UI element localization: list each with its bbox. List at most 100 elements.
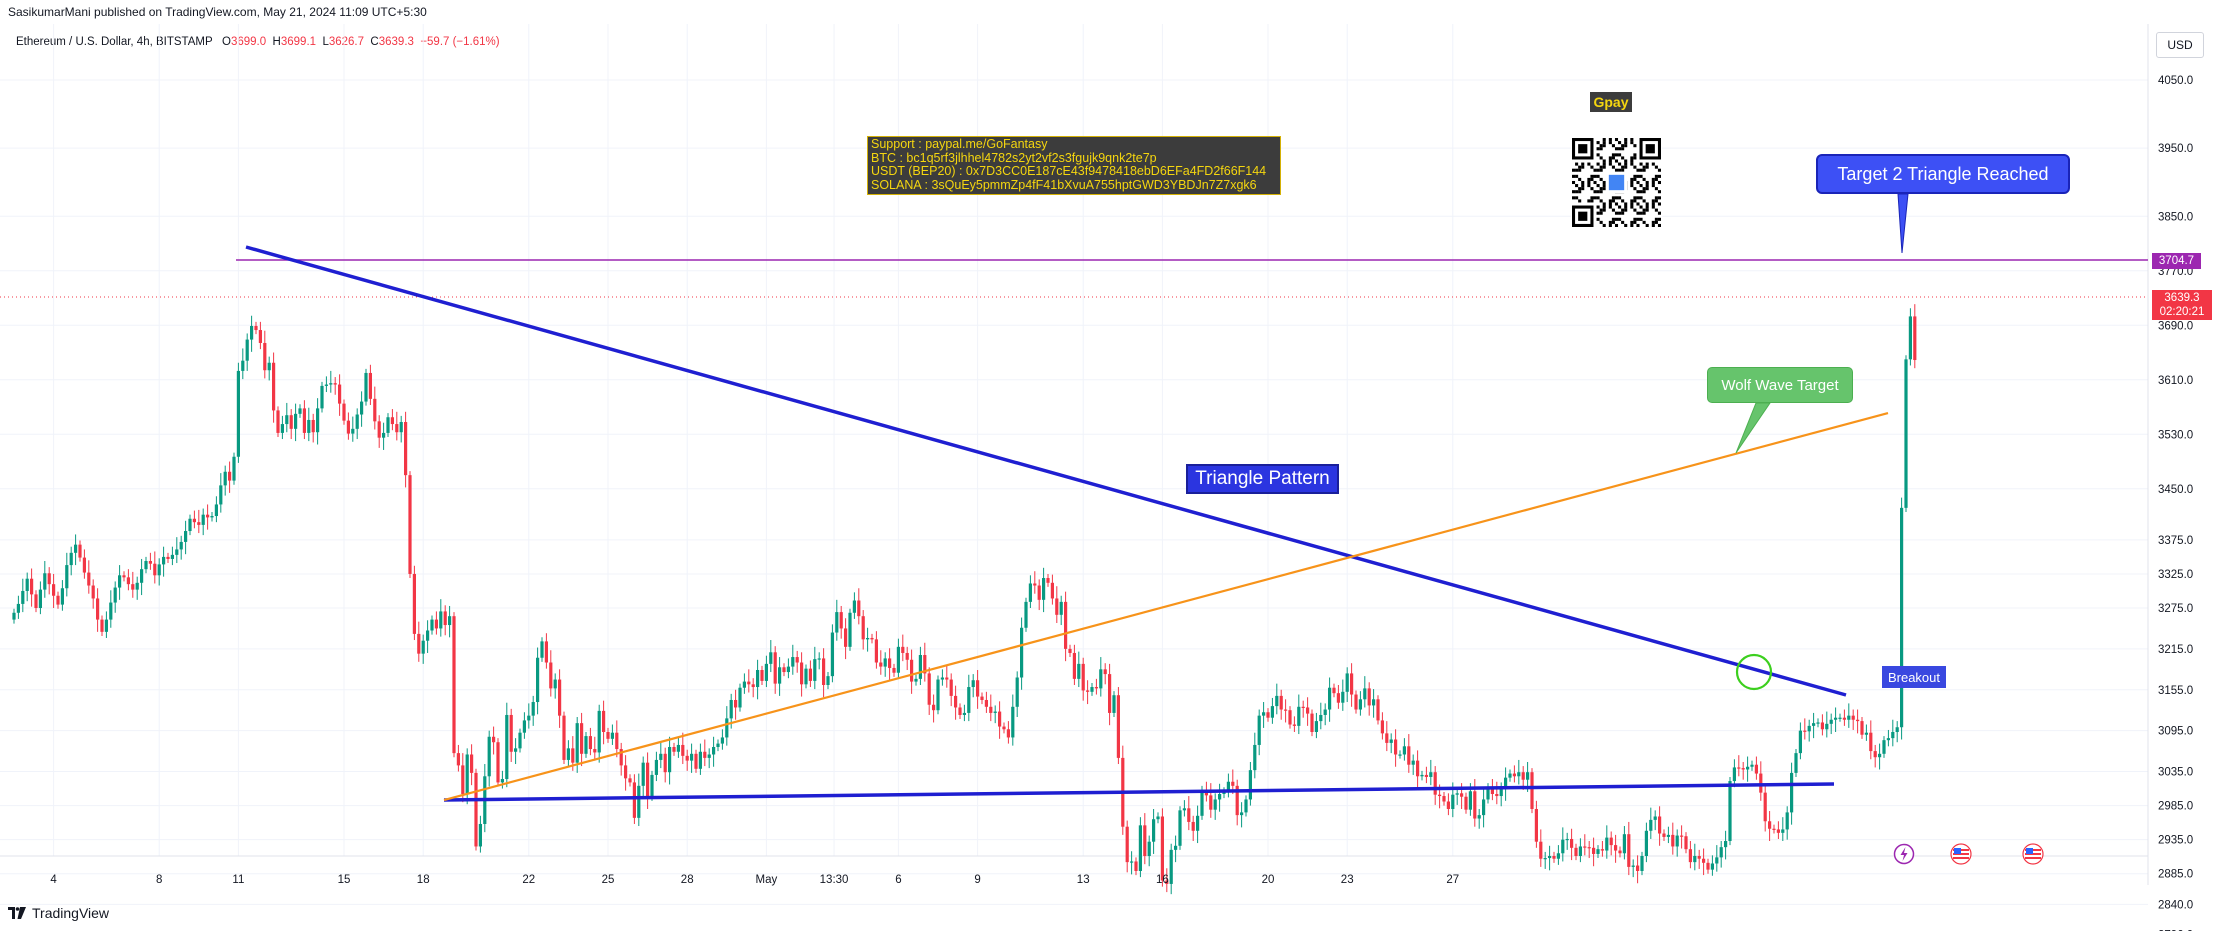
x-tick-label: 9: [974, 874, 980, 886]
x-tick-label: 27: [1446, 874, 1459, 886]
qr-module: [1621, 147, 1625, 151]
us-flag-event-icon[interactable]: [2022, 843, 2044, 865]
candle: [716, 739, 720, 752]
candle-body: [870, 637, 874, 640]
candle: [1363, 676, 1367, 708]
candle-body: [558, 679, 562, 716]
candle: [628, 774, 632, 787]
candle-body: [56, 595, 60, 605]
qr-module: [1633, 217, 1637, 221]
candle-body: [434, 619, 438, 629]
candle: [1050, 574, 1054, 605]
y-tick-label: 3155.0: [2158, 685, 2193, 697]
qr-module: [1596, 217, 1600, 221]
candle: [448, 605, 452, 638]
tradingview-logo[interactable]: TradingView: [8, 905, 109, 921]
candle-body: [1196, 815, 1200, 831]
candle: [1772, 824, 1776, 834]
candle-body: [65, 565, 69, 589]
candle-body: [104, 619, 108, 632]
candle-body: [1116, 695, 1120, 758]
candle: [426, 620, 430, 653]
candle: [1336, 684, 1340, 709]
qr-module: [1593, 190, 1597, 194]
candle: [1411, 754, 1415, 775]
qr-module: [1621, 208, 1625, 212]
candle: [12, 608, 16, 624]
candle: [1033, 571, 1037, 594]
candle: [1838, 713, 1842, 722]
candle-body: [1763, 792, 1767, 822]
candle-body: [1064, 601, 1068, 649]
us-flag-event-icon[interactable]: [1950, 843, 1972, 865]
candle: [82, 549, 86, 579]
candle: [641, 756, 645, 797]
candle-body: [1812, 723, 1816, 726]
candle-body: [580, 723, 584, 754]
candle: [1666, 826, 1670, 844]
candle-body: [1160, 816, 1164, 881]
candle-body: [747, 681, 751, 685]
currency-selector[interactable]: USD: [2156, 32, 2204, 58]
qr-module: [1645, 223, 1649, 227]
flash-event-icon[interactable]: [1893, 843, 1915, 865]
candle-body: [1424, 774, 1428, 777]
qr-module: [1572, 190, 1576, 194]
qr-module: [1639, 184, 1643, 188]
candle: [219, 473, 223, 513]
qr-module: [1578, 165, 1582, 169]
candle-body: [122, 575, 126, 578]
candle: [1680, 825, 1684, 849]
tradingview-brand: TradingView: [32, 905, 110, 921]
candle: [1768, 811, 1772, 842]
candle: [184, 520, 188, 555]
candle-body: [848, 612, 852, 647]
candle-body: [280, 424, 284, 433]
candle: [113, 581, 117, 613]
candle-body: [219, 485, 223, 505]
candle-body: [456, 753, 460, 766]
candle: [668, 736, 672, 785]
candle: [1301, 700, 1305, 718]
candle: [368, 364, 372, 405]
candle-body: [1592, 847, 1596, 854]
qr-module: [1651, 223, 1655, 227]
qr-module: [1596, 162, 1600, 166]
candle: [751, 678, 755, 698]
candle: [1090, 682, 1094, 696]
candle-body: [1574, 847, 1578, 857]
qr-module: [1645, 162, 1649, 166]
candle: [1156, 812, 1160, 824]
qr-module: [1651, 177, 1655, 181]
candle: [267, 356, 271, 381]
candle: [500, 770, 504, 789]
candle-body: [1011, 706, 1015, 738]
candle-body: [1407, 746, 1411, 765]
candle-body: [302, 408, 306, 433]
x-tick-label: 22: [522, 874, 535, 886]
candle-body: [135, 582, 139, 590]
y-tick-label: 3375.0: [2158, 535, 2193, 547]
candle-body: [575, 723, 579, 763]
y-tick-label: 2796.0: [2158, 929, 2193, 931]
qr-module: [1636, 168, 1640, 172]
candle: [496, 738, 500, 787]
candle: [1776, 821, 1780, 839]
candle-body: [1631, 865, 1635, 867]
candle-body: [1310, 713, 1314, 733]
candle: [738, 683, 742, 712]
qr-module: [1621, 211, 1625, 215]
candle: [320, 381, 324, 413]
candle-body: [1473, 791, 1477, 819]
candle-body: [500, 779, 504, 783]
candle-body: [1878, 753, 1882, 758]
qr-module: [1642, 199, 1646, 203]
qr-module: [1630, 156, 1634, 160]
qr-module: [1621, 165, 1625, 169]
candle-body: [1640, 856, 1644, 871]
candle: [1473, 779, 1477, 827]
candle-body: [78, 544, 82, 558]
candle-body: [368, 372, 372, 399]
y-tick-label: 3530.0: [2158, 429, 2193, 441]
